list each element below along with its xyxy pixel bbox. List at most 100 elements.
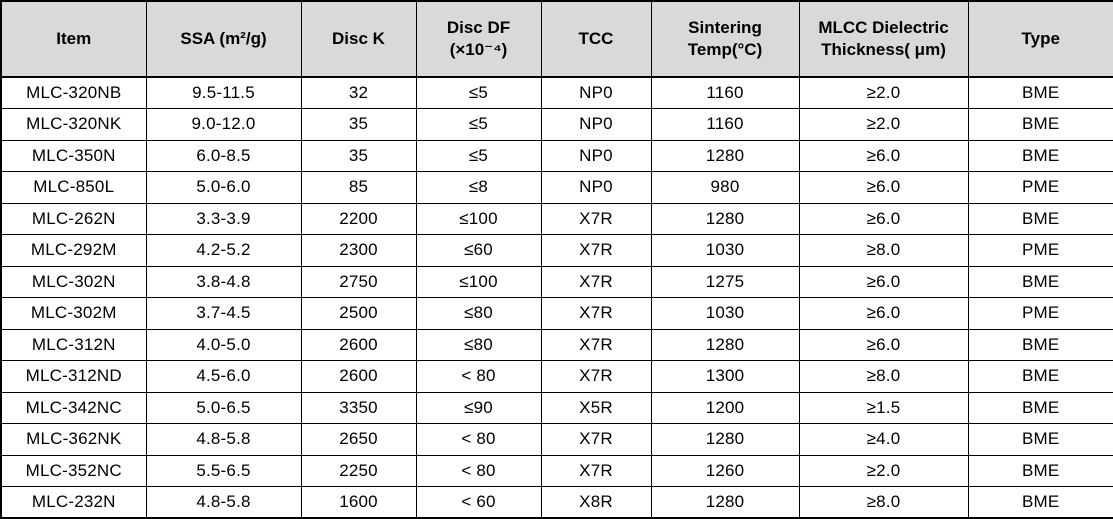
table-cell: MLC-232N — [0, 486, 147, 519]
table-cell: ≥1.5 — [798, 391, 969, 424]
table-cell: ≥8.0 — [798, 360, 969, 393]
table-row: MLC-342NC 5.0-6.5 3350 ≤90 X5R 1200 ≥1.5 BME — [0, 391, 1113, 424]
table-cell: ≥2.0 — [798, 108, 969, 141]
table-cell: BME — [967, 486, 1113, 519]
table-cell: NP0 — [540, 171, 652, 204]
table-cell: 5.0-6.0 — [145, 171, 302, 204]
table-cell: ≥4.0 — [798, 423, 969, 456]
table-cell: 4.5-6.0 — [145, 360, 302, 393]
table-header: Item SSA (m²/g) Disc K Disc DF (×10⁻⁴) TCC Si… — [0, 0, 1113, 78]
table-cell: ≤80 — [415, 328, 542, 361]
table-row: MLC-232N 4.8-5.8 1600 < 60 X8R 1280 ≥8.0 BME — [0, 486, 1113, 519]
table-cell: 2300 — [300, 234, 417, 267]
table-cell: X8R — [540, 486, 652, 519]
column-header-0: Item — [0, 0, 147, 78]
table-cell: ≤8 — [415, 171, 542, 204]
table-cell: 1600 — [300, 486, 417, 519]
header-row: Item SSA (m²/g) Disc K Disc DF (×10⁻⁴) TCC Si… — [0, 0, 1113, 78]
table-cell: < 80 — [415, 423, 542, 456]
table-cell: 32 — [300, 76, 417, 109]
table-cell: 1280 — [650, 328, 800, 361]
table-cell: 4.8-5.8 — [145, 423, 302, 456]
table-cell: X7R — [540, 454, 652, 487]
table-row: MLC-312ND 4.5-6.0 2600 < 80 X7R 1300 ≥8.0 BME — [0, 360, 1113, 393]
table-cell: PME — [967, 234, 1113, 267]
column-header-5: Sintering Temp(°C) — [650, 0, 800, 78]
table-cell: 1030 — [650, 297, 800, 330]
table-cell: ≤100 — [415, 265, 542, 298]
table-cell: 3350 — [300, 391, 417, 424]
table-cell: ≥2.0 — [798, 454, 969, 487]
table-cell: 9.5-11.5 — [145, 76, 302, 109]
table-cell: PME — [967, 171, 1113, 204]
table-cell: NP0 — [540, 108, 652, 141]
table-cell: MLC-362NK — [0, 423, 147, 456]
table-cell: 2750 — [300, 265, 417, 298]
table-cell: X7R — [540, 234, 652, 267]
table-cell: BME — [967, 423, 1113, 456]
table-cell: 4.2-5.2 — [145, 234, 302, 267]
table-cell: BME — [967, 139, 1113, 172]
table-cell: MLC-352NC — [0, 454, 147, 487]
table-cell: ≥6.0 — [798, 265, 969, 298]
table-cell: ≤100 — [415, 202, 542, 235]
table-cell: X5R — [540, 391, 652, 424]
table-cell: 6.0-8.5 — [145, 139, 302, 172]
table-cell: 5.5-6.5 — [145, 454, 302, 487]
table-cell: 2600 — [300, 328, 417, 361]
table-cell: ≤5 — [415, 76, 542, 109]
table-cell: X7R — [540, 360, 652, 393]
table-cell: 1280 — [650, 139, 800, 172]
table-cell: 4.8-5.8 — [145, 486, 302, 519]
table-cell: MLC-302M — [0, 297, 147, 330]
table-cell: ≥2.0 — [798, 76, 969, 109]
table-cell: 4.0-5.0 — [145, 328, 302, 361]
table-cell: 1030 — [650, 234, 800, 267]
table-cell: MLC-292M — [0, 234, 147, 267]
table-row: MLC-350N 6.0-8.5 35 ≤5 NP0 1280 ≥6.0 BME — [0, 139, 1113, 172]
table-cell: MLC-262N — [0, 202, 147, 235]
table-cell: 35 — [300, 139, 417, 172]
table-cell: 1280 — [650, 423, 800, 456]
column-header-7: Type — [967, 0, 1113, 78]
table-cell: MLC-302N — [0, 265, 147, 298]
table-row: MLC-320NK 9.0-12.0 35 ≤5 NP0 1160 ≥2.0 BME — [0, 108, 1113, 141]
table-cell: 3.7-4.5 — [145, 297, 302, 330]
table-row: MLC-352NC 5.5-6.5 2250 < 80 X7R 1260 ≥2.0 BME — [0, 454, 1113, 487]
table-cell: < 80 — [415, 360, 542, 393]
table-cell: BME — [967, 391, 1113, 424]
table-cell: ≥8.0 — [798, 486, 969, 519]
table-cell: MLC-312N — [0, 328, 147, 361]
table-cell: ≤5 — [415, 139, 542, 172]
table-cell: ≤80 — [415, 297, 542, 330]
table-cell: MLC-350N — [0, 139, 147, 172]
table-body: MLC-320NB 9.5-11.5 32 ≤5 NP0 1160 ≥2.0 BME MLC-3… — [0, 76, 1113, 519]
column-header-2: Disc K — [300, 0, 417, 78]
table-cell: 1275 — [650, 265, 800, 298]
table-cell: BME — [967, 202, 1113, 235]
table-row: MLC-302M 3.7-4.5 2500 ≤80 X7R 1030 ≥6.0 PME — [0, 297, 1113, 330]
table-cell: 1300 — [650, 360, 800, 393]
table-cell: 2500 — [300, 297, 417, 330]
table-cell: BME — [967, 265, 1113, 298]
table-cell: < 60 — [415, 486, 542, 519]
table-cell: ≥6.0 — [798, 328, 969, 361]
table-cell: NP0 — [540, 76, 652, 109]
table-cell: 1160 — [650, 108, 800, 141]
table-cell: X7R — [540, 202, 652, 235]
table-cell: 1200 — [650, 391, 800, 424]
table-row: MLC-302N 3.8-4.8 2750 ≤100 X7R 1275 ≥6.0 BME — [0, 265, 1113, 298]
table-cell: X7R — [540, 297, 652, 330]
table-cell: 1280 — [650, 486, 800, 519]
table-cell: ≥6.0 — [798, 297, 969, 330]
table-cell: 980 — [650, 171, 800, 204]
table-row: MLC-320NB 9.5-11.5 32 ≤5 NP0 1160 ≥2.0 BME — [0, 76, 1113, 109]
table-cell: 2600 — [300, 360, 417, 393]
table-row: MLC-362NK 4.8-5.8 2650 < 80 X7R 1280 ≥4.0 BME — [0, 423, 1113, 456]
table-cell: MLC-850L — [0, 171, 147, 204]
table-cell: 1260 — [650, 454, 800, 487]
table-row: MLC-292M 4.2-5.2 2300 ≤60 X7R 1030 ≥8.0 PME — [0, 234, 1113, 267]
table-cell: ≥6.0 — [798, 202, 969, 235]
table-cell: 85 — [300, 171, 417, 204]
